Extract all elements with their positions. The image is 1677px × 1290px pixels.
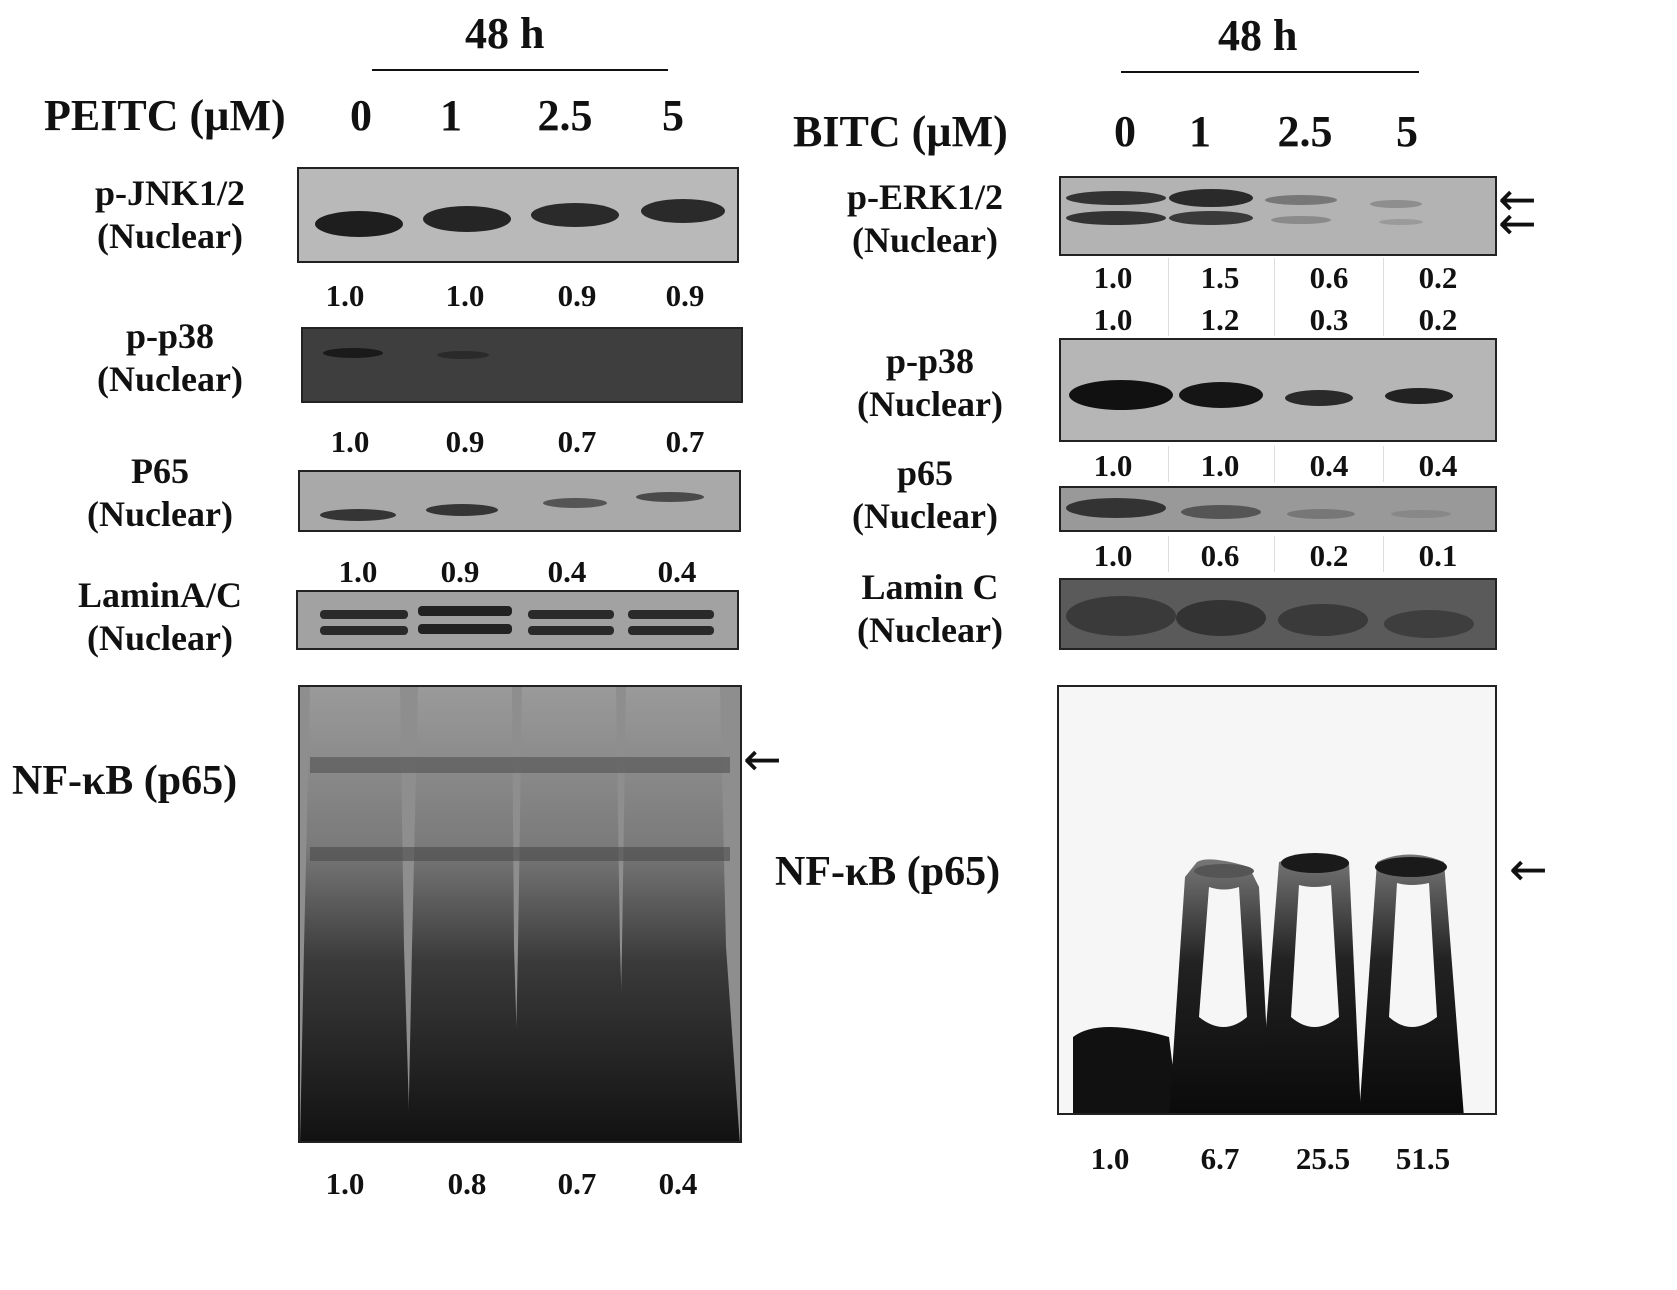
- right-pp38-value-2: 0.4: [1309, 448, 1349, 483]
- right-separator-8: [1274, 536, 1275, 572]
- right-conc-2: 2.5: [1277, 107, 1333, 156]
- right-separator-3: [1383, 258, 1384, 336]
- left-emsa-value-0: 1.0: [325, 1166, 365, 1201]
- left-time-label: 48 h: [465, 9, 545, 58]
- right-pp38-value-1: 1.0: [1200, 448, 1240, 483]
- right-emsa-gel: [1057, 685, 1497, 1115]
- right-emsa-value-2: 25.5: [1295, 1141, 1351, 1176]
- left-pp38-value-1: 0.9: [445, 424, 485, 459]
- right-blot-pp38: [1059, 338, 1497, 442]
- right-perk-upper-value-2: 0.6: [1309, 260, 1349, 295]
- left-blot-label-pp38: p-p38 (Nuclear): [97, 316, 243, 400]
- right-emsa-value-3: 51.5: [1395, 1141, 1451, 1176]
- left-pjnk-value-2: 0.9: [557, 278, 597, 313]
- left-p65-value-1: 0.9: [440, 554, 480, 589]
- left-blot-label-p65: P65 (Nuclear): [87, 451, 233, 535]
- right-separator-5: [1274, 446, 1275, 482]
- right-blot-label-perk: p-ERK1/2 (Nuclear): [846, 177, 1004, 261]
- right-blot-label-lamin: Lamin C (Nuclear): [857, 567, 1003, 651]
- right-pp38-value-0: 1.0: [1093, 448, 1133, 483]
- left-blot-lamin: [296, 590, 739, 650]
- left-pp38-value-3: 0.7: [665, 424, 705, 459]
- right-emsa-value-1: 6.7: [1200, 1141, 1240, 1176]
- right-separator-4: [1168, 446, 1169, 482]
- left-blot-label-pjnk: p-JNK1/2 (Nuclear): [94, 173, 245, 257]
- left-emsa-label: NF-κB (p65): [12, 758, 238, 804]
- right-p65-value-1: 0.6: [1200, 538, 1240, 573]
- left-emsa-value-3: 0.4: [658, 1166, 698, 1201]
- right-blot-p65: [1059, 486, 1497, 532]
- right-conc-3: 5: [1396, 107, 1418, 156]
- right-blot-label-pp38: p-p38 (Nuclear): [857, 341, 1003, 425]
- right-emsa-value-0: 1.0: [1090, 1141, 1130, 1176]
- right-separator-9: [1383, 536, 1384, 572]
- left-blot-p65: [298, 470, 741, 532]
- right-separator-2: [1274, 258, 1275, 336]
- right-p65-value-2: 0.2: [1309, 538, 1349, 573]
- right-separator-1: [1168, 258, 1169, 336]
- left-blot-pp38: [301, 327, 743, 403]
- right-blot-label-p65: p65 (Nuclear): [852, 453, 998, 537]
- right-time-bar: [1121, 71, 1419, 73]
- right-conc-1: 1: [1189, 107, 1211, 156]
- right-perk-lower-value-3: 0.2: [1418, 302, 1458, 337]
- right-blot-perk: [1059, 176, 1497, 256]
- left-emsa-gel: [298, 685, 742, 1143]
- left-emsa-value-1: 0.8: [447, 1166, 487, 1201]
- right-perk-lower-value-2: 0.3: [1309, 302, 1349, 337]
- left-pp38-value-0: 1.0: [330, 424, 370, 459]
- left-pjnk-value-3: 0.9: [665, 278, 705, 313]
- right-perk-upper-value-1: 1.5: [1200, 260, 1240, 295]
- right-perk-lower-value-0: 1.0: [1093, 302, 1133, 337]
- right-pp38-value-3: 0.4: [1418, 448, 1458, 483]
- right-time-label: 48 h: [1218, 11, 1298, 60]
- right-p65-value-3: 0.1: [1418, 538, 1458, 573]
- left-emsa-value-2: 0.7: [557, 1166, 597, 1201]
- left-emsa-arrow: ←: [743, 732, 782, 786]
- right-perk-arrow-upper: ←: [1498, 172, 1537, 226]
- left-conc-1: 1: [440, 91, 462, 140]
- right-perk-upper-value-3: 0.2: [1418, 260, 1458, 295]
- left-pp38-value-2: 0.7: [557, 424, 597, 459]
- left-pjnk-value-0: 1.0: [325, 278, 365, 313]
- right-perk-lower-value-1: 1.2: [1200, 302, 1240, 337]
- right-separator-7: [1168, 536, 1169, 572]
- left-pjnk-value-1: 1.0: [445, 278, 485, 313]
- left-conc-3: 5: [662, 91, 684, 140]
- left-conc-2: 2.5: [537, 91, 593, 140]
- left-blot-label-lamin: LaminA/C (Nuclear): [77, 575, 243, 659]
- left-blot-pjnk: [297, 167, 739, 263]
- right-treatment-label: BITC (µM): [793, 107, 1008, 156]
- right-p65-value-0: 1.0: [1093, 538, 1133, 573]
- right-blot-lamin: [1059, 578, 1497, 650]
- left-p65-value-2: 0.4: [547, 554, 587, 589]
- right-separator-6: [1383, 446, 1384, 482]
- left-conc-0: 0: [350, 91, 372, 140]
- right-conc-0: 0: [1114, 107, 1136, 156]
- left-treatment-label: PEITC (µM): [44, 91, 286, 140]
- right-perk-upper-value-0: 1.0: [1093, 260, 1133, 295]
- left-p65-value-0: 1.0: [338, 554, 378, 589]
- right-perk-arrow-lower: ←: [1498, 196, 1537, 250]
- right-emsa-label: NF-κB (p65): [775, 849, 1001, 895]
- right-emsa-arrow: ←: [1509, 842, 1548, 896]
- left-time-bar: [372, 69, 668, 71]
- left-p65-value-3: 0.4: [657, 554, 697, 589]
